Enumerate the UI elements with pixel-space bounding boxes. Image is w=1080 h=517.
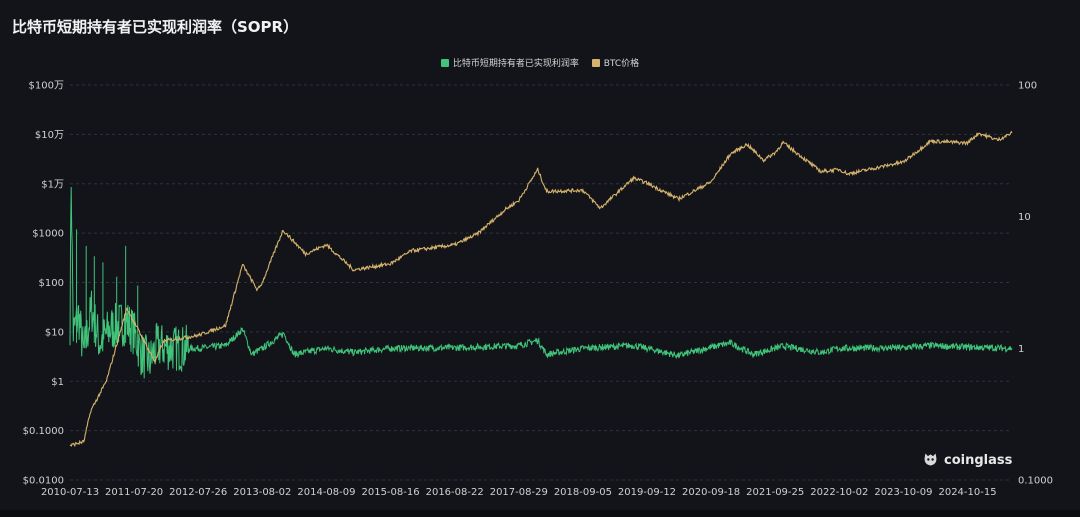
y-left-tick-label: $100万	[29, 81, 64, 92]
y-axis-right: 0.1000 1 10 100	[1018, 81, 1053, 487]
grid-lines	[70, 84, 1012, 481]
x-tick-label: 2012-07-26	[169, 487, 227, 498]
x-axis: 2010-07-13 2011-07-20 2012-07-26 2013-08-02…	[41, 487, 997, 498]
x-tick-label: 2017-08-29	[490, 487, 548, 498]
y-axis-left: $0.0100 $0.1000 $1 $10 $100 $1000 $1万 $10万 $100万	[23, 81, 64, 487]
x-tick-label: 2023-10-09	[874, 487, 932, 498]
y-left-tick-label: $10万	[35, 130, 64, 141]
x-tick-label: 2014-08-09	[297, 487, 355, 498]
series-line-btc-price	[69, 130, 1013, 448]
x-tick-label: 2013-08-02	[233, 487, 291, 498]
legend-swatch-sopr	[440, 59, 449, 67]
chart-title: 比特币短期持有者已实现利润率（SOPR）	[12, 18, 299, 36]
legend-label-sopr: 比特币短期持有者已实现利润率	[452, 59, 579, 69]
x-tick-label: 2019-09-12	[618, 487, 676, 498]
x-tick-label: 2010-07-13	[41, 487, 99, 498]
x-tick-label: 2016-08-22	[426, 487, 484, 498]
coinglass-watermark: coinglass	[922, 451, 1012, 468]
y-right-tick-label: 100	[1018, 81, 1037, 92]
watermark-text: coinglass	[944, 453, 1013, 468]
coinglass-logo-icon	[924, 453, 937, 466]
y-left-tick-label: $1	[51, 377, 64, 388]
series-layer	[69, 130, 1013, 448]
x-tick-label: 2021-09-25	[746, 487, 804, 498]
legend: 比特币短期持有者已实现利润率 BTC价格	[0, 56, 1080, 69]
x-tick-label: 2011-07-20	[105, 487, 163, 498]
y-left-tick-label: $0.0100	[23, 476, 64, 487]
x-tick-label: 2018-09-05	[554, 487, 612, 498]
y-right-tick-label: 0.1000	[1018, 476, 1053, 487]
legend-label-price: BTC价格	[603, 59, 640, 69]
y-left-tick-label: $10	[45, 327, 64, 338]
legend-swatch-price	[591, 59, 600, 67]
y-left-tick-label: $100	[39, 278, 64, 289]
y-right-tick-label: 10	[1018, 212, 1031, 223]
x-tick-label: 2024-10-15	[938, 487, 996, 498]
series-line-sopr	[69, 186, 1013, 379]
y-left-tick-label: $1000	[32, 229, 64, 240]
x-tick-label: 2022-10-02	[810, 487, 868, 498]
y-left-tick-label: $1万	[41, 179, 64, 190]
legend-item-price[interactable]: BTC价格	[591, 56, 640, 69]
x-tick-label: 2015-08-16	[361, 487, 419, 498]
legend-item-sopr[interactable]: 比特币短期持有者已实现利润率	[440, 56, 579, 69]
bottom-strip	[0, 510, 1080, 517]
y-left-tick-label: $0.1000	[23, 426, 64, 437]
y-right-tick-label: 1	[1018, 344, 1024, 355]
x-tick-label: 2020-09-18	[682, 487, 740, 498]
